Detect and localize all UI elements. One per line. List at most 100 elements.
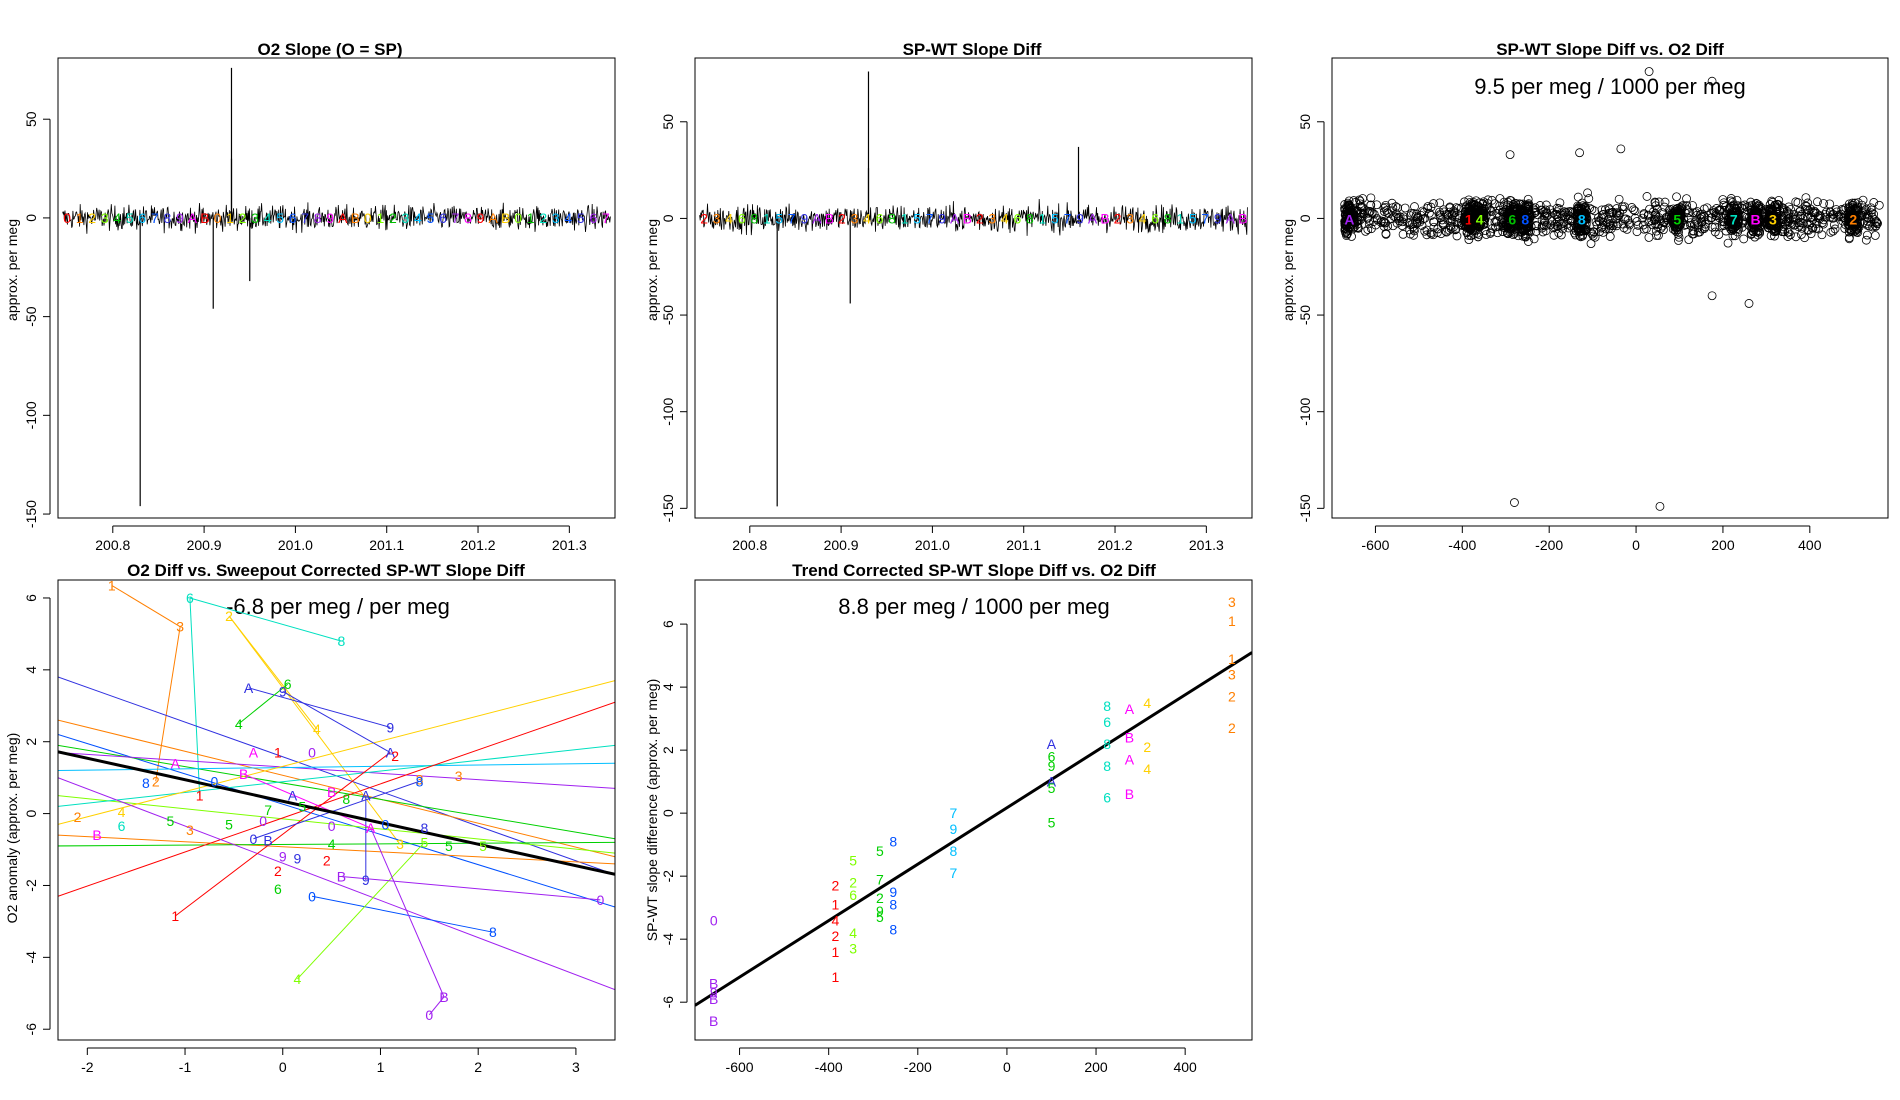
marker-label: 7 — [926, 210, 934, 226]
scatter-point — [1773, 199, 1782, 209]
point-label: 2 — [876, 890, 884, 906]
y-tick-label: 6 — [23, 594, 39, 602]
scatter-point — [1603, 215, 1613, 224]
scatter-point — [1450, 225, 1460, 235]
scatter-point — [1724, 213, 1734, 223]
marker-label: 3 — [1126, 210, 1134, 226]
y-tick-label: 0 — [23, 214, 39, 222]
point-label: 9 — [279, 849, 287, 865]
scatter-point — [1491, 222, 1500, 232]
scatter-point — [1821, 212, 1831, 222]
scatter-point — [1652, 226, 1661, 236]
point-label: 0 — [596, 892, 604, 908]
scatter-point — [1862, 213, 1872, 222]
scatter-point — [1364, 219, 1374, 229]
scatter-point — [1769, 211, 1779, 221]
connector-line — [58, 701, 615, 897]
scatter-point — [1769, 212, 1778, 222]
connector-line — [248, 687, 391, 728]
x-tick-label: 201.3 — [552, 537, 587, 553]
point-label: 0 — [328, 818, 336, 834]
x-tick-label: -1 — [179, 1059, 192, 1075]
scatter-point — [1573, 192, 1583, 202]
marker-label: 4 — [725, 210, 733, 226]
point-label: 5 — [1048, 815, 1056, 831]
x-tick-label: 201.2 — [1098, 537, 1133, 553]
scatter-point — [1471, 211, 1481, 221]
scatter-point — [1684, 235, 1694, 245]
scatter-point — [1546, 220, 1556, 230]
scatter-point — [1692, 210, 1702, 220]
scatter-point — [1786, 230, 1795, 240]
x-tick-label: 0 — [1632, 537, 1640, 553]
y-axis-label: approx. per meg — [4, 219, 20, 321]
marker-label: 1 — [763, 210, 771, 226]
marker-label: B — [963, 210, 972, 226]
plot-frame — [1331, 57, 1889, 519]
scatter-point — [1356, 215, 1365, 224]
point-label: 3 — [176, 619, 184, 635]
y-tick-label: -50 — [1297, 305, 1313, 325]
y-axis-label: O2 anomaly (approx. per meg) — [4, 733, 20, 924]
marker-label: 2 — [1114, 210, 1122, 226]
scatter-point — [1423, 202, 1433, 211]
connector-line — [111, 584, 181, 628]
scatter-point — [1621, 214, 1631, 224]
fit-line — [695, 651, 1252, 1007]
scatter-point — [1436, 229, 1446, 239]
point-label: 3 — [1228, 667, 1236, 683]
marker-label: 6 — [1151, 210, 1159, 226]
scatter-point — [1825, 199, 1835, 209]
point-label: 6 — [849, 887, 857, 903]
scatter-point — [1466, 231, 1476, 241]
marker-label: B — [200, 210, 209, 226]
marker-label: 7 — [151, 210, 159, 226]
point-label: 4 — [118, 804, 126, 820]
point-label: B — [709, 1013, 718, 1029]
y-axis-label: SP-WT slope difference (approx. per meg) — [644, 679, 660, 942]
x-tick-label: 201.0 — [915, 537, 950, 553]
marker-label: 9 — [938, 210, 946, 226]
x-tick-label: 201.2 — [461, 537, 496, 553]
scatter-point — [1398, 229, 1408, 239]
connector-line — [58, 841, 615, 847]
x-tick-label: 400 — [1798, 537, 1822, 553]
point-label: 3 — [849, 941, 857, 957]
scatter-point — [1644, 233, 1654, 242]
scatter-point — [1379, 203, 1389, 213]
point-label: 4 — [235, 716, 243, 732]
scatter-point — [1682, 194, 1691, 204]
scatter-point — [1682, 205, 1692, 215]
scatter-point — [1700, 222, 1710, 232]
scatter-point — [1627, 203, 1637, 212]
scatter-point — [1344, 205, 1354, 214]
marker-label: 5 — [913, 210, 921, 226]
scatter-point — [1848, 200, 1857, 210]
scatter-point — [1607, 208, 1617, 217]
scatter-point — [1460, 197, 1469, 207]
scatter-point — [1651, 212, 1661, 222]
y-tick-label: -2 — [23, 879, 39, 892]
scatter-point — [1548, 223, 1558, 233]
scatter-point — [1361, 226, 1370, 236]
scatter-point — [1426, 211, 1436, 220]
y-tick-label: 4 — [23, 666, 39, 674]
point-label: A — [244, 680, 254, 696]
scatter-point — [1474, 198, 1484, 208]
plot-frame — [694, 579, 1253, 1041]
y-tick-label: 2 — [660, 746, 676, 754]
point-label: 2 — [1228, 720, 1236, 736]
point-label: 8 — [889, 897, 897, 913]
y-tick-label: 6 — [660, 620, 676, 628]
marker-label: 8 — [163, 210, 171, 226]
point-label: 2 — [1143, 739, 1151, 755]
marker-label: 3 — [402, 210, 410, 226]
scatter-point — [1340, 225, 1350, 235]
outlier-point — [1616, 144, 1626, 154]
scatter-point — [1539, 207, 1549, 216]
marker-label: 2 — [976, 210, 984, 226]
scatter-point — [1581, 206, 1591, 216]
scatter-point — [1870, 215, 1879, 224]
marker-label: 7 — [1064, 210, 1072, 226]
scatter-point — [1725, 222, 1734, 232]
